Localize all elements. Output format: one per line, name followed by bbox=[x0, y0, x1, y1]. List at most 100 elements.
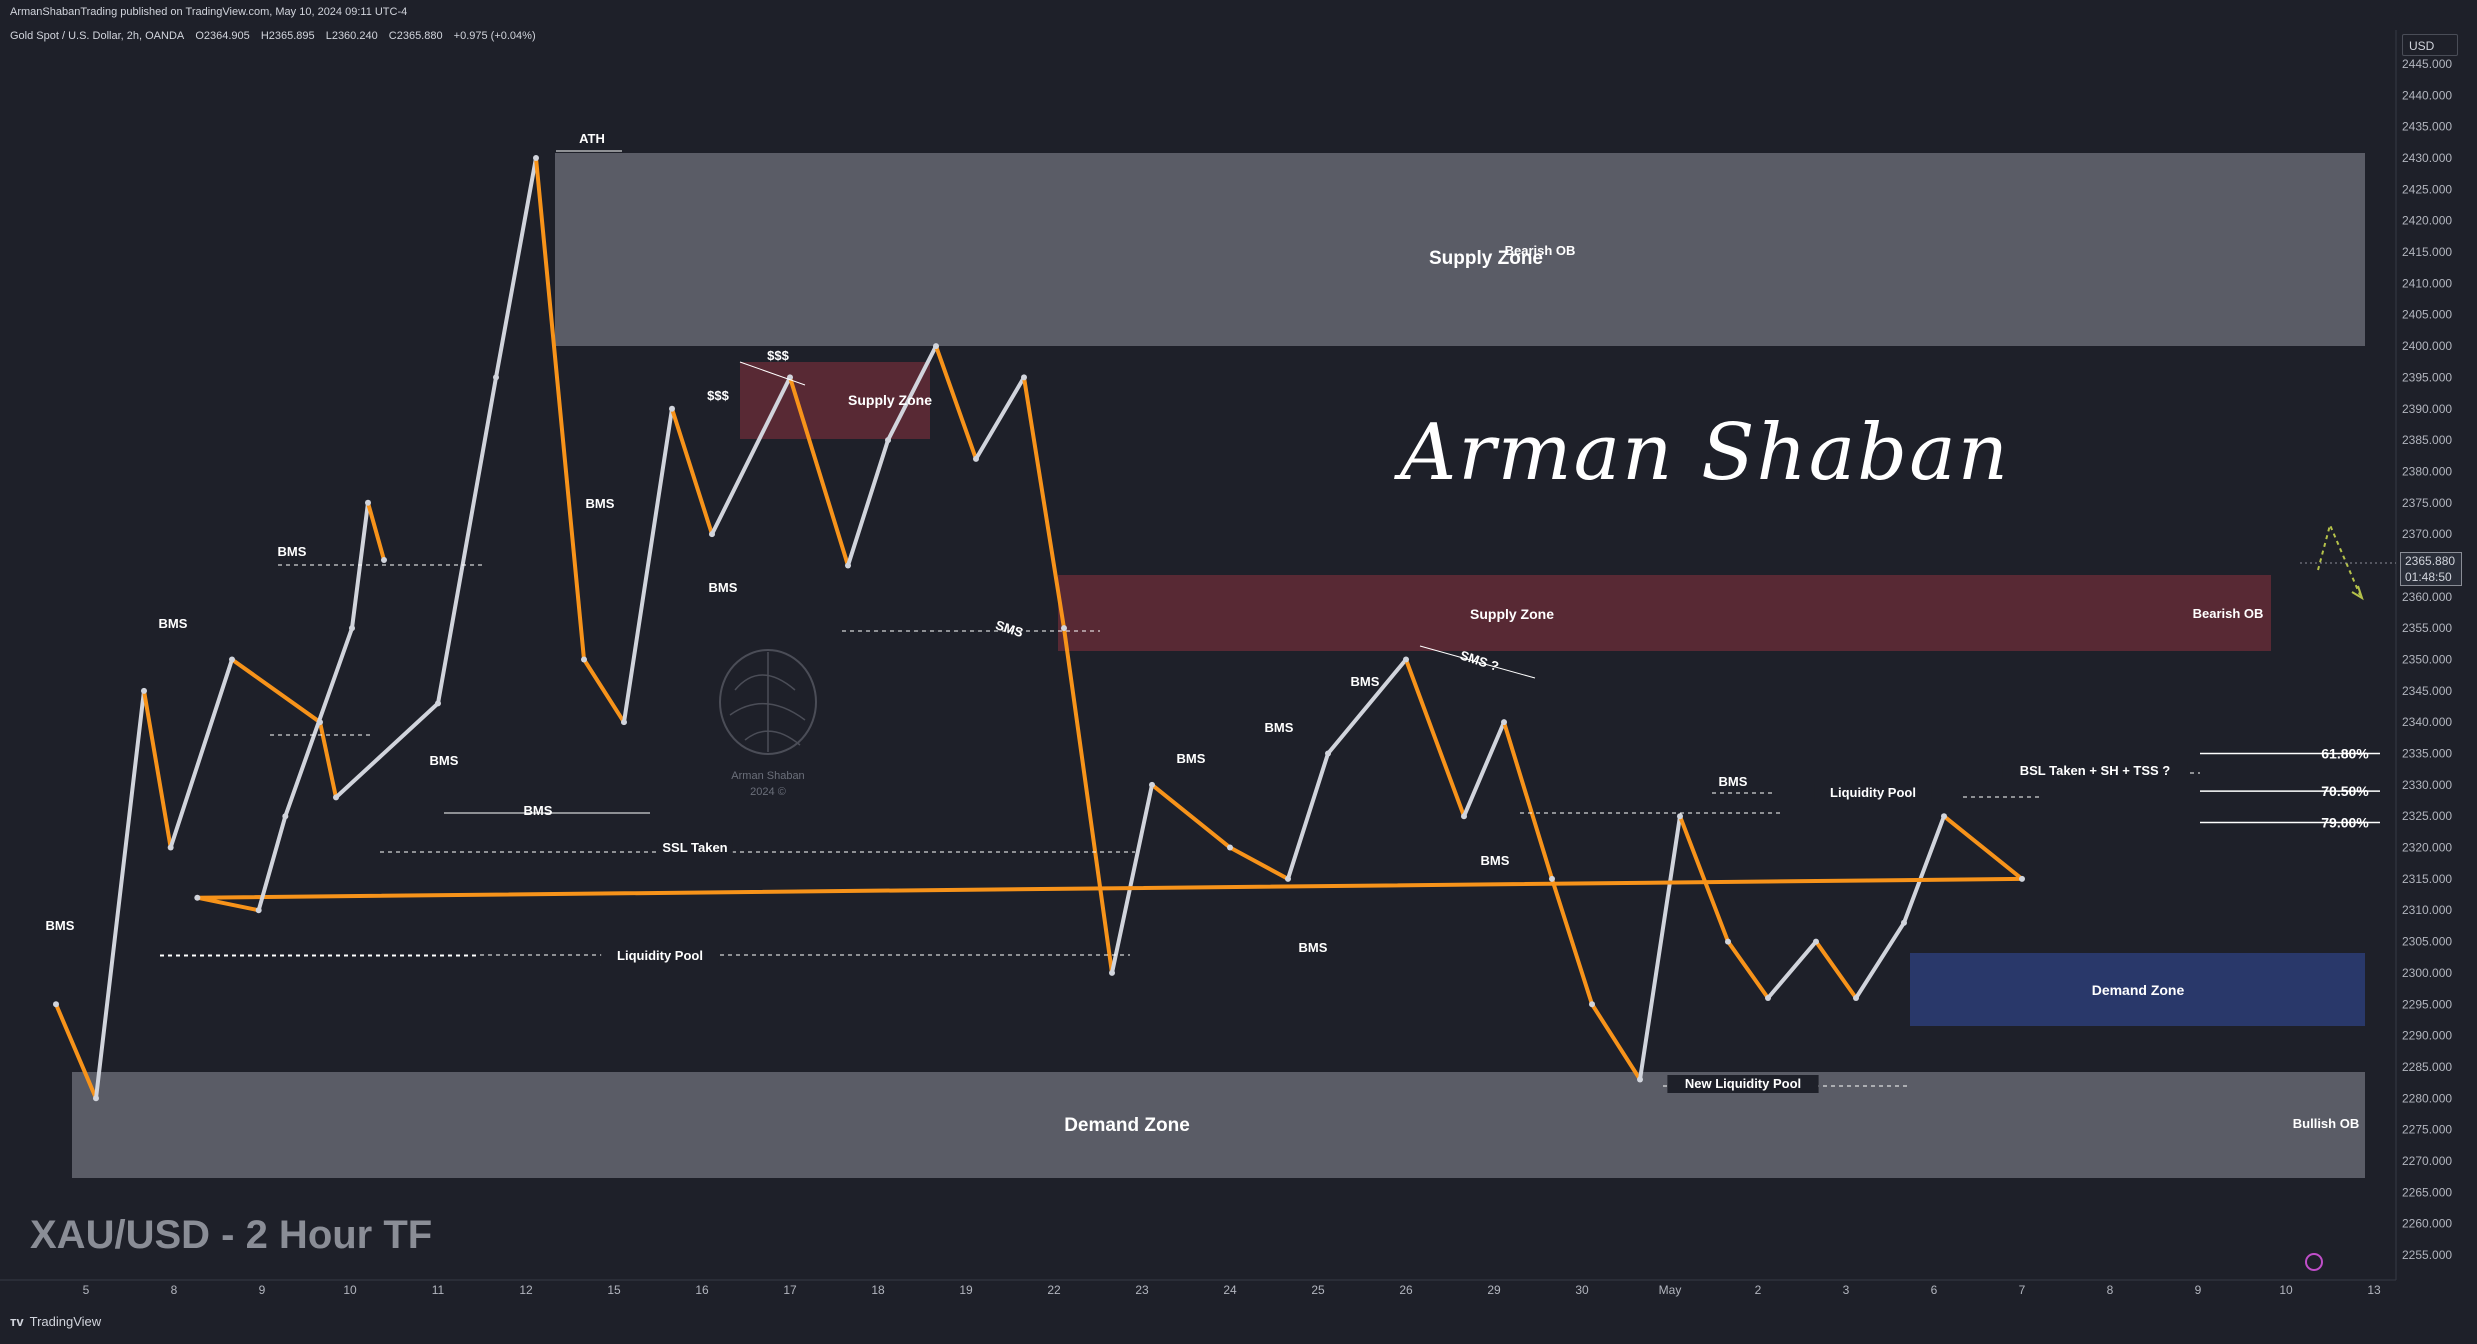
bear-move-segment bbox=[788, 375, 850, 568]
annotation-bg bbox=[1667, 1075, 1819, 1093]
watermark-year: 2024 © bbox=[750, 786, 786, 798]
annotation-label: BMS bbox=[1265, 720, 1294, 735]
annotation-bg bbox=[1814, 784, 1932, 802]
tradingview-logo-icon: ᴛᴠ bbox=[10, 1314, 24, 1329]
marker-line bbox=[739, 361, 806, 386]
price-point bbox=[885, 437, 891, 444]
bull-move-segment bbox=[1326, 657, 1408, 756]
bull-move-segment bbox=[494, 156, 538, 380]
bear-move-segment bbox=[582, 657, 626, 725]
annotation-label: BMS bbox=[1351, 674, 1380, 689]
bull-move-segment bbox=[1286, 751, 1330, 881]
price-axis-tick: 2445.000 bbox=[2402, 57, 2452, 71]
bear-move-segment bbox=[670, 406, 714, 537]
price-point bbox=[1901, 919, 1907, 926]
time-axis-tick: 8 bbox=[2107, 1283, 2114, 1297]
price-point bbox=[53, 1001, 59, 1008]
price-point bbox=[845, 562, 851, 569]
bull-move-segment bbox=[974, 375, 1026, 461]
price-point bbox=[1853, 994, 1859, 1001]
price-axis-tick: 2330.000 bbox=[2402, 778, 2452, 792]
tradingview-logo[interactable]: ᴛᴠ TradingView bbox=[10, 1314, 101, 1329]
price-point bbox=[533, 155, 539, 162]
symbol-name[interactable]: Gold Spot / U.S. Dollar, 2h, OANDA bbox=[10, 30, 185, 42]
bear-move-segment bbox=[54, 1002, 98, 1101]
price-point bbox=[1403, 656, 1409, 663]
price-point bbox=[621, 719, 627, 726]
price-axis-tick: 2360.000 bbox=[2402, 590, 2452, 604]
bear-move-segment bbox=[1678, 814, 1730, 944]
annotation-label: BMS bbox=[709, 580, 738, 595]
price-axis-tick: 2285.000 bbox=[2402, 1060, 2452, 1074]
currency-selector[interactable]: USD bbox=[2402, 34, 2458, 56]
time-axis-tick: 2 bbox=[1755, 1283, 1762, 1297]
annotation-label: BMS bbox=[1177, 751, 1206, 766]
price-point bbox=[282, 813, 289, 820]
time-axis-tick: 7 bbox=[2019, 1283, 2026, 1297]
price-point bbox=[365, 499, 371, 506]
chart-title: XAU/USD - 2 Hour TF bbox=[30, 1213, 433, 1257]
annotation-bg bbox=[0, 0, 84, 5]
bull-move-segment bbox=[1854, 920, 1906, 1000]
bull-move-segment bbox=[1462, 720, 1506, 819]
supply-zone-top bbox=[555, 153, 2365, 346]
bull-move-segment bbox=[1638, 814, 1682, 1082]
time-axis-tick: 18 bbox=[871, 1283, 885, 1297]
fib-label: 79.00% bbox=[2321, 814, 2369, 830]
price-point bbox=[435, 700, 441, 707]
annotation-label: New Liquidity Pool bbox=[1685, 1076, 1801, 1091]
zone-tag: Bearish OB bbox=[2193, 606, 2264, 621]
price-axis-tick: 2430.000 bbox=[2402, 151, 2452, 165]
annotation-label: Liquidity Pool bbox=[617, 948, 703, 963]
ohlc-low: L2360.240 bbox=[325, 30, 378, 42]
annotation-bg bbox=[2002, 762, 2188, 780]
time-axis-tick: 16 bbox=[695, 1283, 709, 1297]
price-axis[interactable]: 2255.000 2260.000 2265.000 2270.000 2275.000… bbox=[2402, 57, 2452, 1262]
symbol-line: Gold Spot / U.S. Dollar, 2h, OANDA O2364… bbox=[10, 30, 544, 42]
bear-move-segment bbox=[1590, 1002, 1642, 1082]
bear-move-segment bbox=[934, 344, 978, 461]
price-axis-tick: 2355.000 bbox=[2402, 621, 2452, 635]
price-point bbox=[709, 531, 715, 538]
price-axis-tick: 2340.000 bbox=[2402, 715, 2452, 729]
tradingview-logo-text: TradingView bbox=[29, 1314, 102, 1329]
time-axis-tick: 30 bbox=[1575, 1283, 1589, 1297]
bear-move-segment bbox=[1404, 657, 1466, 819]
price-point bbox=[1725, 938, 1731, 945]
replay-icon[interactable] bbox=[2305, 1253, 2323, 1271]
time-axis-tick: May bbox=[1659, 1283, 1682, 1297]
time-axis[interactable]: 5 8 9 10 11 12 15 16 17 18 19 22 23 24 25 26 29 30 May 2 3 6 7… bbox=[83, 1283, 2381, 1297]
fib-label: 61.80% bbox=[2321, 746, 2369, 762]
time-axis-tick: 13 bbox=[2367, 1283, 2381, 1297]
current-price-value: 2365.880 bbox=[2405, 554, 2456, 568]
price-point bbox=[1637, 1076, 1643, 1083]
time-axis-tick: 8 bbox=[171, 1283, 178, 1297]
annotation-label: BMS bbox=[278, 544, 307, 559]
bull-move-segment bbox=[334, 701, 440, 800]
bear-move-segment bbox=[1550, 876, 1594, 1007]
price-point bbox=[1021, 374, 1027, 381]
bull-move-segment bbox=[256, 814, 288, 913]
bear-move-segment bbox=[230, 657, 322, 725]
price-axis-tick: 2350.000 bbox=[2402, 653, 2452, 667]
price-axis-tick: 2295.000 bbox=[2402, 997, 2452, 1011]
price-axis-tick: 2305.000 bbox=[2402, 935, 2452, 949]
annotation-label: BMS bbox=[46, 918, 75, 933]
bear-move-segment bbox=[1228, 845, 1290, 881]
price-axis-tick: 2335.000 bbox=[2402, 747, 2452, 761]
bar-countdown: 01:48:50 bbox=[2405, 570, 2452, 584]
bull-move-segment bbox=[1110, 782, 1154, 975]
price-point bbox=[1461, 813, 1467, 820]
bull-move-segment bbox=[168, 657, 234, 850]
price-axis-tick: 2265.000 bbox=[2402, 1185, 2452, 1199]
annotation-label: SSL Taken bbox=[662, 840, 727, 855]
bear-move-segment bbox=[366, 500, 386, 562]
time-axis-tick: 19 bbox=[959, 1283, 973, 1297]
ohlc-open: O2364.905 bbox=[195, 30, 250, 42]
time-axis-tick: 17 bbox=[783, 1283, 797, 1297]
annotation-label: BMS bbox=[1481, 853, 1510, 868]
price-axis-tick: 2300.000 bbox=[2402, 966, 2452, 980]
price-axis-tick: 2435.000 bbox=[2402, 120, 2452, 134]
